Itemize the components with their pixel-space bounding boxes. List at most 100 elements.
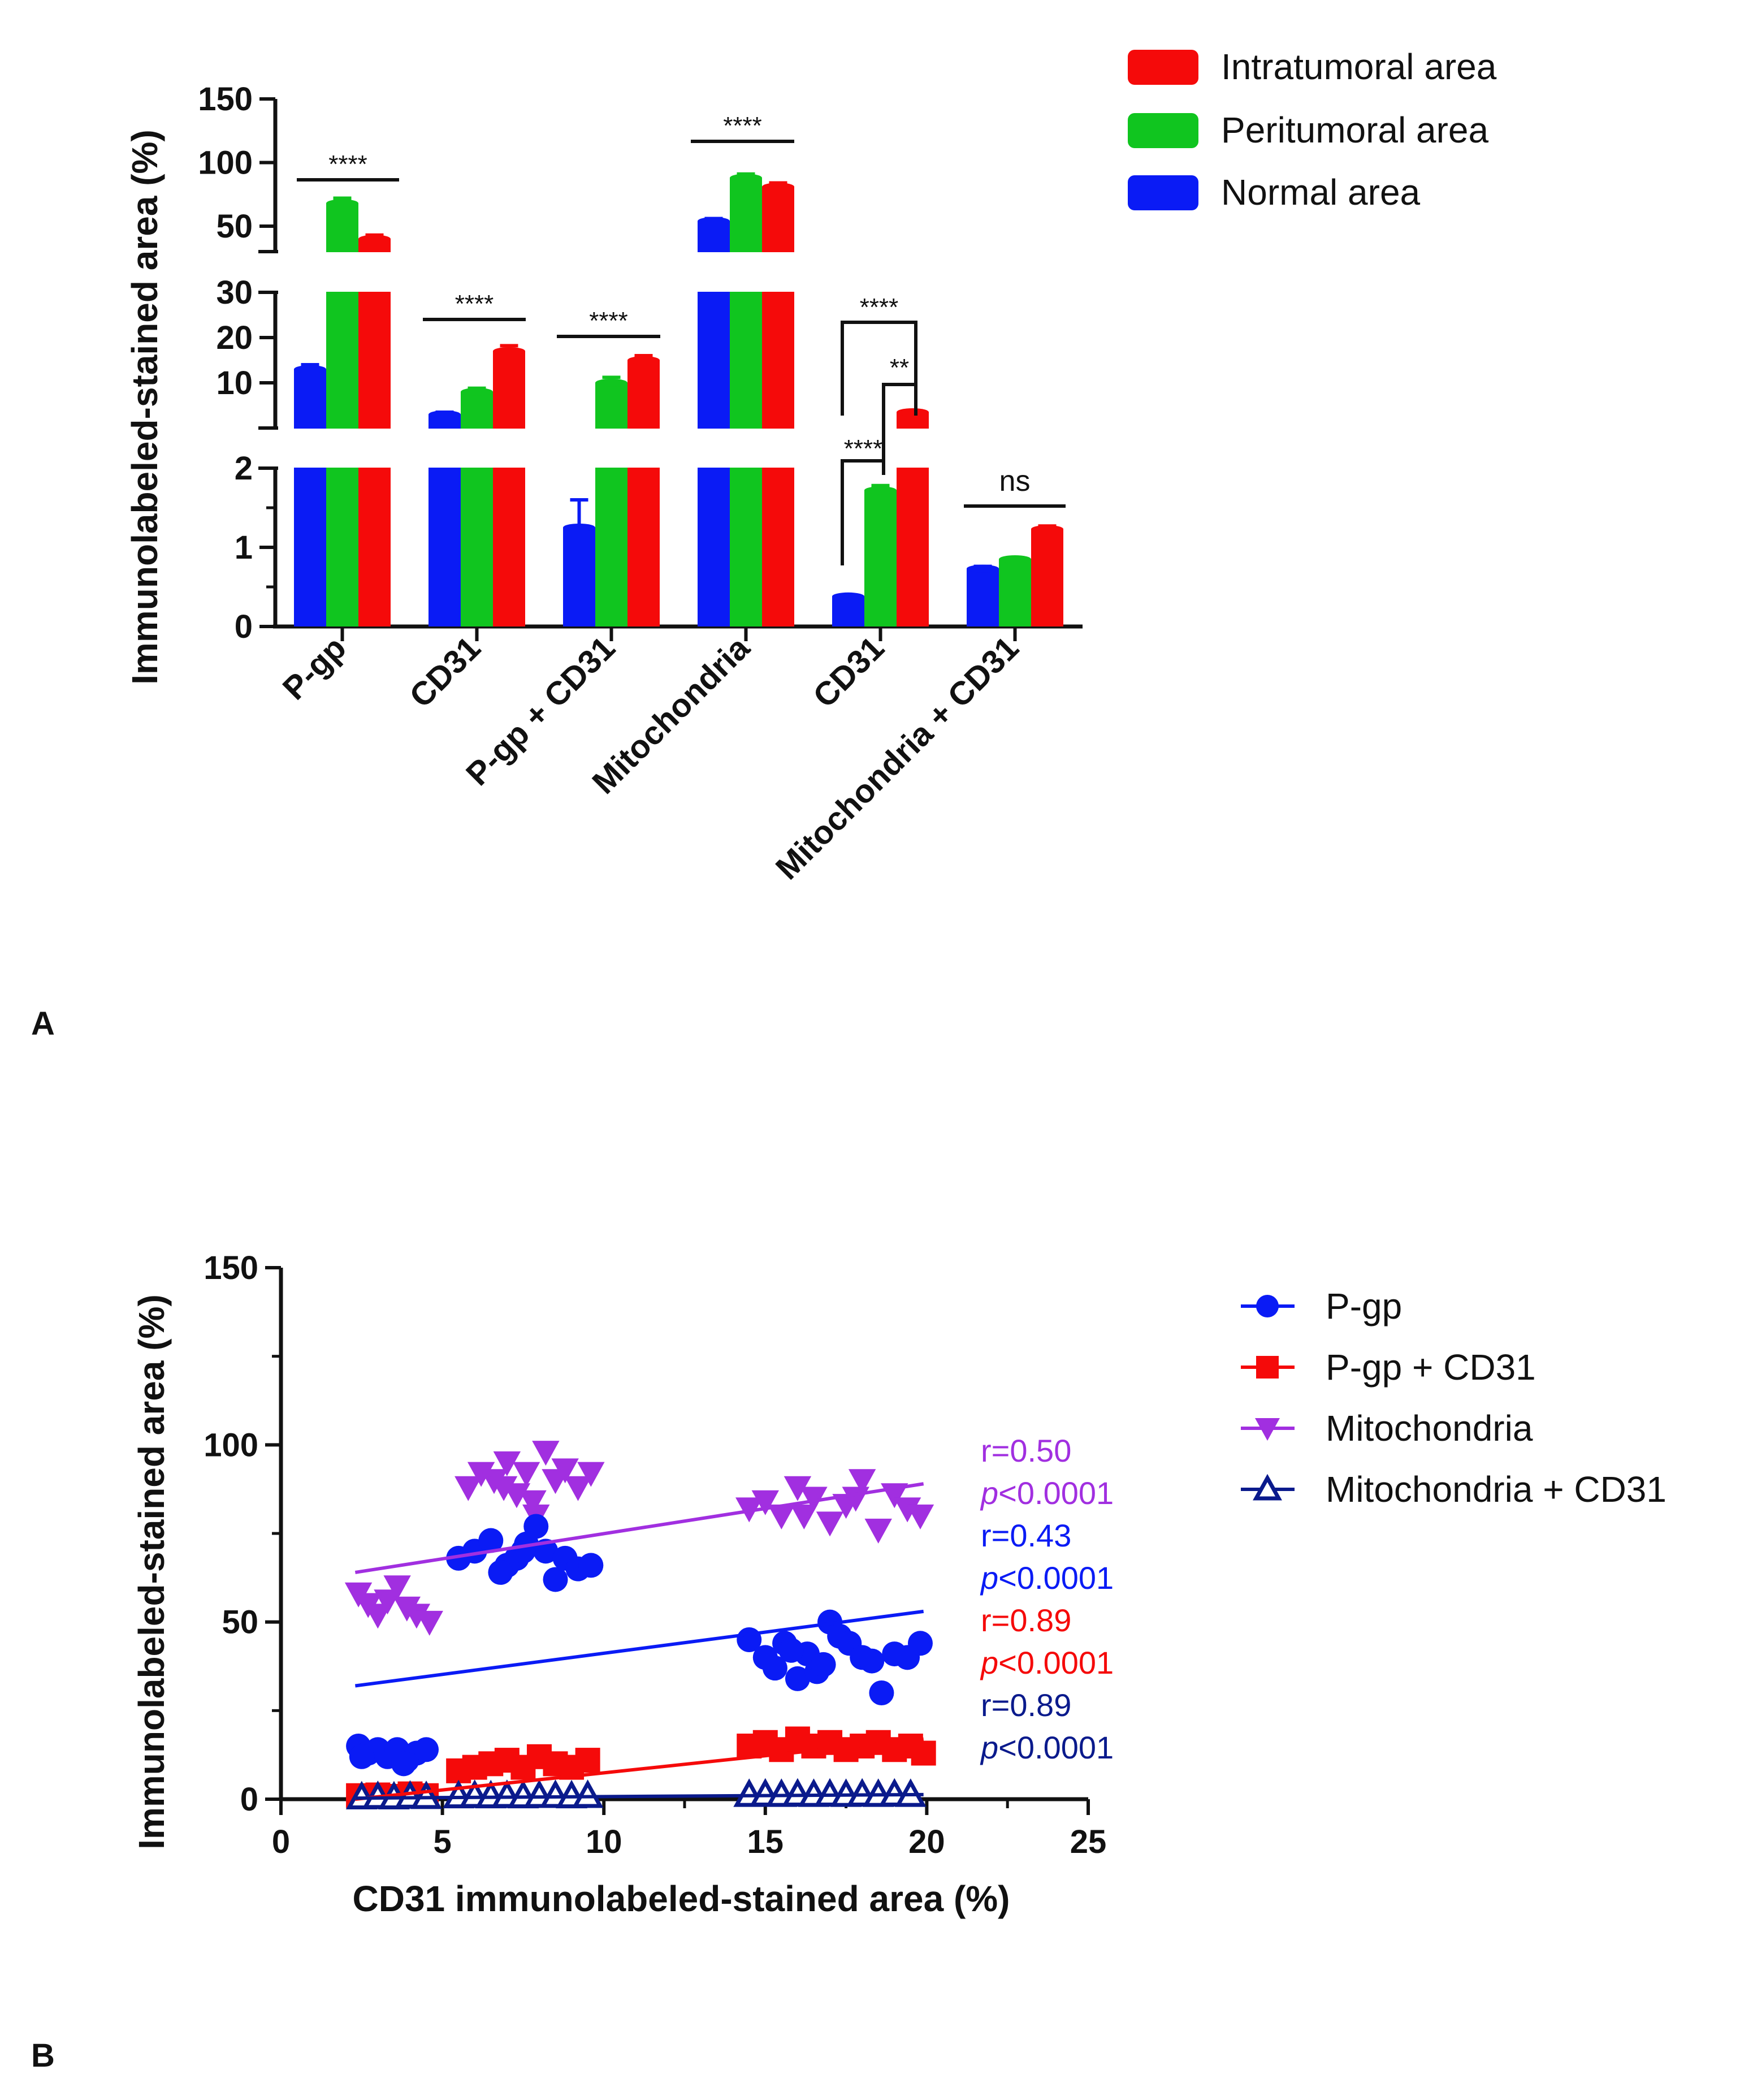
panel-a-bars [293,172,1063,626]
point-square [1256,1356,1279,1379]
panel-a-significance: **************************ns [297,112,1066,565]
point-circle [488,1559,513,1585]
panel-b-scatter-chart: Immunolabeled-stained area (%) CD31 immu… [31,1250,1667,2074]
significance-label: **** [455,290,494,318]
point-circle [578,1553,604,1578]
bar-break-gap [895,429,930,468]
x-tick-label: 0 [272,1824,290,1860]
x-tick-label: 20 [908,1824,945,1860]
panel-b-axes: 0 50 100 150 0 5 10 15 20 25 [204,1250,1106,1860]
legend-label-peritumoral: Peritumoral area [1221,110,1489,150]
significance-label: **** [844,435,883,463]
bar-break-gap [357,252,392,292]
point-circle [785,1666,810,1691]
bar-top-cap [627,356,660,364]
point-circle [1256,1295,1279,1317]
point-circle [414,1737,439,1762]
y-tick-label: 10 [216,365,253,401]
significance-bracket [882,383,917,475]
point-triangle-down [893,1497,921,1523]
significance-label: **** [589,307,628,335]
bar-top-cap [967,564,999,573]
point-triangle-down [374,1589,401,1615]
correlation-p: p<0.0001 [980,1645,1114,1680]
point-triangle-down [790,1504,818,1529]
bar-break-gap [427,429,462,468]
bar-break-gap [729,429,763,468]
significance-label: **** [328,150,367,178]
significance-label: ** [890,354,909,382]
bar-break-gap [696,252,731,292]
correlation-r: r=0.43 [981,1518,1071,1553]
category-label: Mitochondria + CD31 [769,629,1026,887]
panel-b-correlation-annotations: r=0.50p<0.0001r=0.43p<0.0001r=0.89p<0.00… [980,1433,1114,1765]
bar-break-gap [325,429,360,468]
significance-label: **** [723,112,762,140]
bar-normal-area [563,528,595,626]
point-triangle-down [848,1469,876,1494]
p-value: <0.0001 [998,1475,1114,1511]
bar-normal-area [832,596,864,626]
bar-peritumoral-area [461,392,493,626]
point-circle [762,1656,787,1681]
panel-b-ylabel: Immunolabeled-stained area (%) [131,1294,172,1850]
panel-b-points [344,1441,936,1809]
point-triangle-down [383,1575,411,1601]
bar-normal-area [294,369,326,626]
bar-top-cap [1031,525,1063,533]
point-circle [859,1648,885,1674]
y-tick-label: 2 [235,450,253,487]
point-circle [478,1528,504,1553]
bar-break-gap [761,252,795,292]
point-circle [907,1631,933,1656]
point-triangle-down [364,1604,392,1629]
p-italic: p [980,1475,998,1511]
point-triangle-down [519,1490,547,1515]
point-triangle-down [864,1518,892,1544]
bar-top-cap [730,174,762,182]
significance-bracket [841,321,917,416]
point-circle [349,1744,374,1769]
bar-intratumoral-area [627,360,660,626]
bar-peritumoral-area [864,490,897,626]
y-tick-label: 150 [204,1250,258,1286]
point-triangle-down [906,1504,934,1529]
point-circle [778,1637,804,1663]
bar-top-cap [358,235,391,243]
point-circle [543,1567,568,1592]
panel-a-axes: 0 1 2 10 20 30 50 100 150 [198,81,1083,645]
point-triangle-open [1253,1474,1282,1501]
legend-label: P-gp + CD31 [1326,1347,1536,1388]
panel-a-label: A [31,1005,55,1042]
fit-line [354,1482,924,1574]
point-circle [523,1514,549,1539]
legend-swatch-intratumoral [1128,50,1198,85]
y-tick-label: 100 [204,1427,258,1463]
bar-top-cap [595,379,627,387]
correlation-r: r=0.89 [981,1602,1071,1638]
bar-peritumoral-area [595,383,627,626]
panel-b-xlabel: CD31 immunolabeled-stained area (%) [353,1878,1010,1919]
category-label: CD31 [806,629,891,715]
y-tick-label: 50 [222,1604,258,1641]
p-italic: p [980,1730,998,1765]
point-triangle-down [768,1504,795,1529]
legend-label: P-gp [1326,1286,1402,1326]
significance-label: ns [999,465,1031,498]
correlation-r: r=0.50 [981,1433,1071,1468]
bar-break-gap [761,429,795,468]
fit-line [355,1737,924,1801]
bar-top-cap [461,388,493,396]
x-tick-label: 5 [433,1824,451,1860]
p-italic: p [980,1645,998,1680]
bar-break-gap [325,252,360,292]
point-triangle-open [410,1781,442,1809]
p-value: <0.0001 [998,1645,1114,1680]
legend-label: Mitochondria [1326,1408,1533,1449]
y-tick-label: 50 [216,208,253,245]
point-triangle-down [751,1490,779,1515]
bar-intratumoral-area [1031,529,1063,626]
x-tick-label: 10 [586,1824,622,1860]
